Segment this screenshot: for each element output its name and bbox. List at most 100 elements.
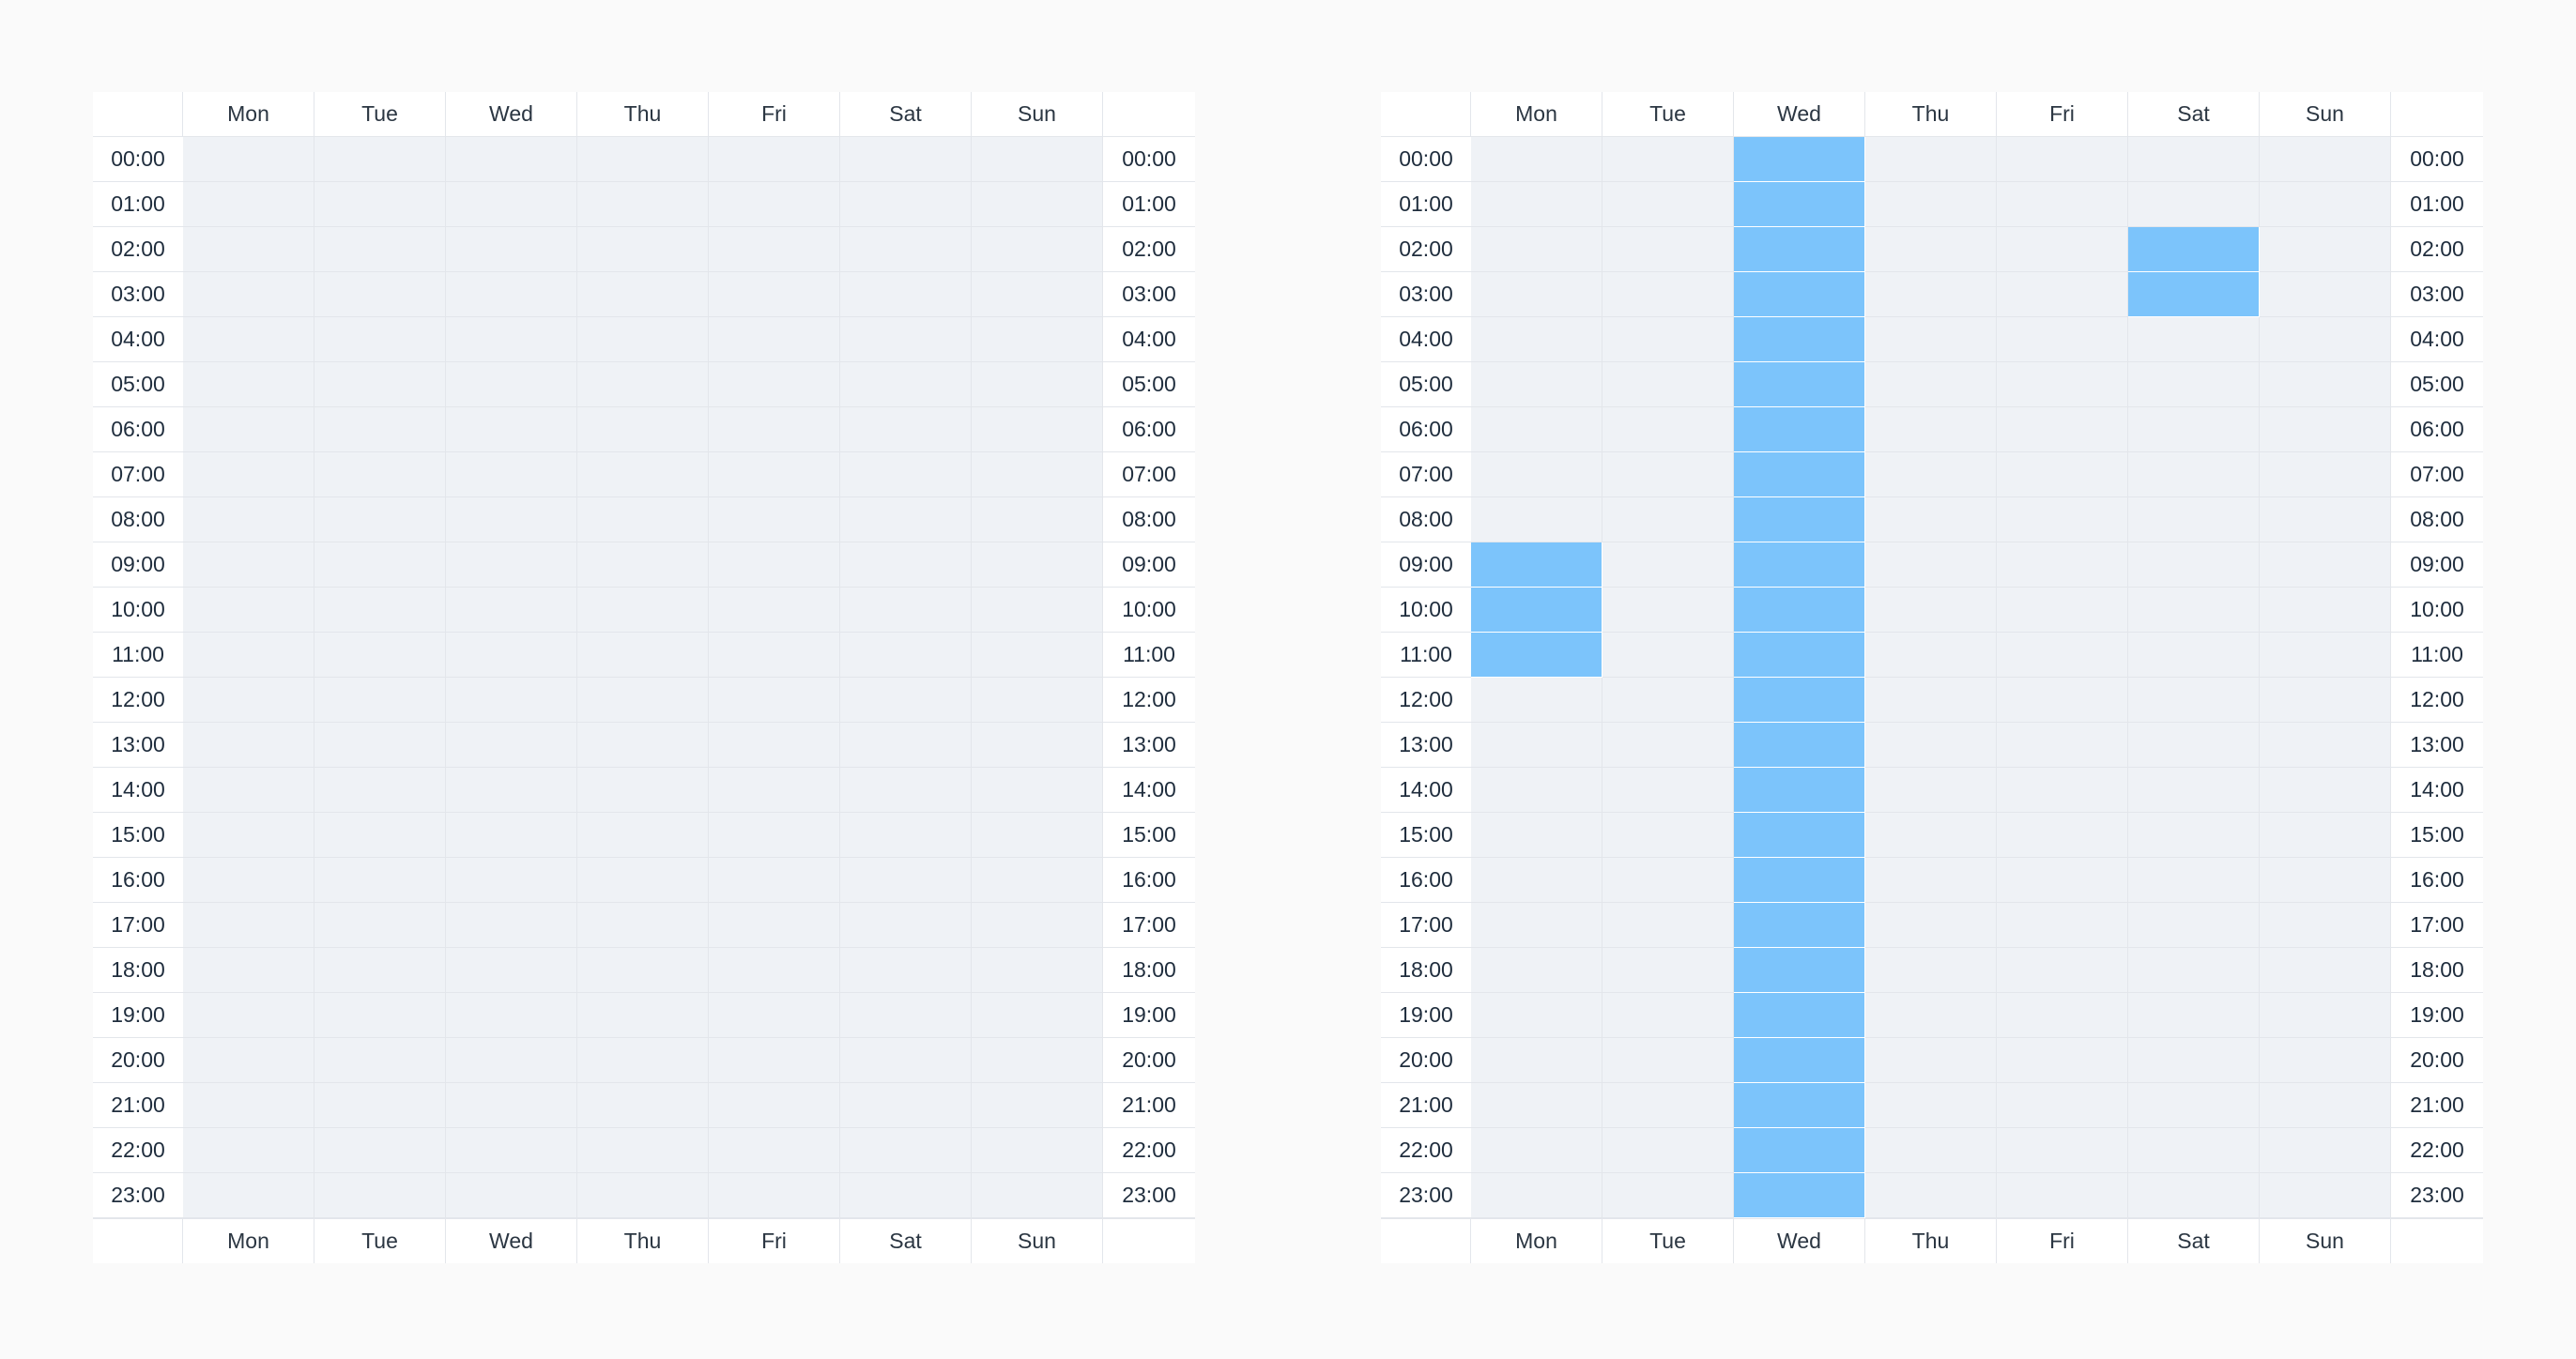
time-slot-mon-17[interactable] [1471,903,1602,948]
time-slot-thu-10[interactable] [577,588,709,633]
time-slot-sun-16[interactable] [2260,858,2391,903]
time-slot-sun-11[interactable] [972,633,1103,678]
time-slot-wed-12[interactable] [446,678,577,723]
time-slot-sat-23[interactable] [840,1173,972,1218]
time-slot-mon-13[interactable] [1471,723,1602,768]
time-slot-wed-06[interactable] [1734,407,1865,452]
time-slot-tue-01[interactable] [1602,182,1734,227]
time-slot-thu-03[interactable] [1865,272,1997,317]
time-slot-mon-02[interactable] [183,227,314,272]
time-slot-fri-17[interactable] [709,903,840,948]
time-slot-fri-18[interactable] [709,948,840,993]
time-slot-wed-15[interactable] [446,813,577,858]
time-slot-mon-16[interactable] [183,858,314,903]
time-slot-thu-08[interactable] [1865,497,1997,542]
time-slot-thu-18[interactable] [1865,948,1997,993]
time-slot-fri-06[interactable] [1997,407,2128,452]
time-slot-wed-19[interactable] [1734,993,1865,1038]
time-slot-fri-22[interactable] [709,1128,840,1173]
time-slot-wed-15[interactable] [1734,813,1865,858]
time-slot-sat-03[interactable] [2128,272,2260,317]
time-slot-wed-02[interactable] [446,227,577,272]
time-slot-sat-00[interactable] [840,137,972,182]
time-slot-wed-01[interactable] [1734,182,1865,227]
time-slot-wed-10[interactable] [446,588,577,633]
time-slot-sat-15[interactable] [840,813,972,858]
time-slot-tue-18[interactable] [1602,948,1734,993]
time-slot-sun-00[interactable] [972,137,1103,182]
time-slot-fri-01[interactable] [709,182,840,227]
time-slot-sun-10[interactable] [2260,588,2391,633]
time-slot-sun-14[interactable] [2260,768,2391,813]
time-slot-mon-12[interactable] [183,678,314,723]
time-slot-thu-16[interactable] [1865,858,1997,903]
time-slot-mon-23[interactable] [183,1173,314,1218]
time-slot-wed-23[interactable] [1734,1173,1865,1218]
time-slot-sun-04[interactable] [2260,317,2391,362]
time-slot-mon-11[interactable] [183,633,314,678]
time-slot-thu-21[interactable] [1865,1083,1997,1128]
time-slot-sat-03[interactable] [840,272,972,317]
time-slot-tue-03[interactable] [314,272,446,317]
time-slot-sat-14[interactable] [2128,768,2260,813]
time-slot-fri-10[interactable] [1997,588,2128,633]
time-slot-thu-01[interactable] [1865,182,1997,227]
time-slot-sat-04[interactable] [840,317,972,362]
time-slot-wed-05[interactable] [1734,362,1865,407]
time-slot-thu-14[interactable] [577,768,709,813]
time-slot-mon-03[interactable] [1471,272,1602,317]
time-slot-thu-20[interactable] [1865,1038,1997,1083]
time-slot-tue-13[interactable] [1602,723,1734,768]
time-slot-sat-13[interactable] [840,723,972,768]
time-slot-thu-22[interactable] [577,1128,709,1173]
time-slot-fri-00[interactable] [1997,137,2128,182]
time-slot-fri-00[interactable] [709,137,840,182]
time-slot-wed-00[interactable] [1734,137,1865,182]
time-slot-thu-05[interactable] [1865,362,1997,407]
time-slot-sun-08[interactable] [972,497,1103,542]
time-slot-wed-19[interactable] [446,993,577,1038]
time-slot-sat-13[interactable] [2128,723,2260,768]
time-slot-mon-10[interactable] [1471,588,1602,633]
time-slot-thu-21[interactable] [577,1083,709,1128]
time-slot-sat-15[interactable] [2128,813,2260,858]
time-slot-mon-19[interactable] [183,993,314,1038]
time-slot-sat-11[interactable] [840,633,972,678]
time-slot-wed-08[interactable] [446,497,577,542]
time-slot-sat-12[interactable] [2128,678,2260,723]
time-slot-mon-20[interactable] [1471,1038,1602,1083]
time-slot-fri-22[interactable] [1997,1128,2128,1173]
time-slot-tue-17[interactable] [314,903,446,948]
time-slot-fri-15[interactable] [709,813,840,858]
time-slot-wed-17[interactable] [1734,903,1865,948]
time-slot-fri-03[interactable] [709,272,840,317]
time-slot-tue-04[interactable] [314,317,446,362]
time-slot-sun-01[interactable] [972,182,1103,227]
time-slot-sun-07[interactable] [2260,452,2391,497]
time-slot-fri-23[interactable] [709,1173,840,1218]
time-slot-thu-07[interactable] [577,452,709,497]
time-slot-mon-00[interactable] [1471,137,1602,182]
time-slot-fri-23[interactable] [1997,1173,2128,1218]
time-slot-sun-20[interactable] [2260,1038,2391,1083]
time-slot-sat-14[interactable] [840,768,972,813]
time-slot-mon-03[interactable] [183,272,314,317]
time-slot-thu-18[interactable] [577,948,709,993]
time-slot-thu-23[interactable] [577,1173,709,1218]
time-slot-fri-14[interactable] [1997,768,2128,813]
time-slot-sat-07[interactable] [2128,452,2260,497]
time-slot-sun-23[interactable] [972,1173,1103,1218]
time-slot-thu-17[interactable] [1865,903,1997,948]
time-slot-thu-15[interactable] [577,813,709,858]
time-slot-sun-04[interactable] [972,317,1103,362]
time-slot-tue-05[interactable] [1602,362,1734,407]
time-slot-fri-05[interactable] [709,362,840,407]
time-slot-tue-23[interactable] [1602,1173,1734,1218]
time-slot-sat-16[interactable] [840,858,972,903]
time-slot-wed-09[interactable] [446,542,577,588]
time-slot-sat-21[interactable] [840,1083,972,1128]
time-slot-sat-11[interactable] [2128,633,2260,678]
time-slot-fri-16[interactable] [1997,858,2128,903]
time-slot-sun-15[interactable] [972,813,1103,858]
time-slot-fri-19[interactable] [709,993,840,1038]
